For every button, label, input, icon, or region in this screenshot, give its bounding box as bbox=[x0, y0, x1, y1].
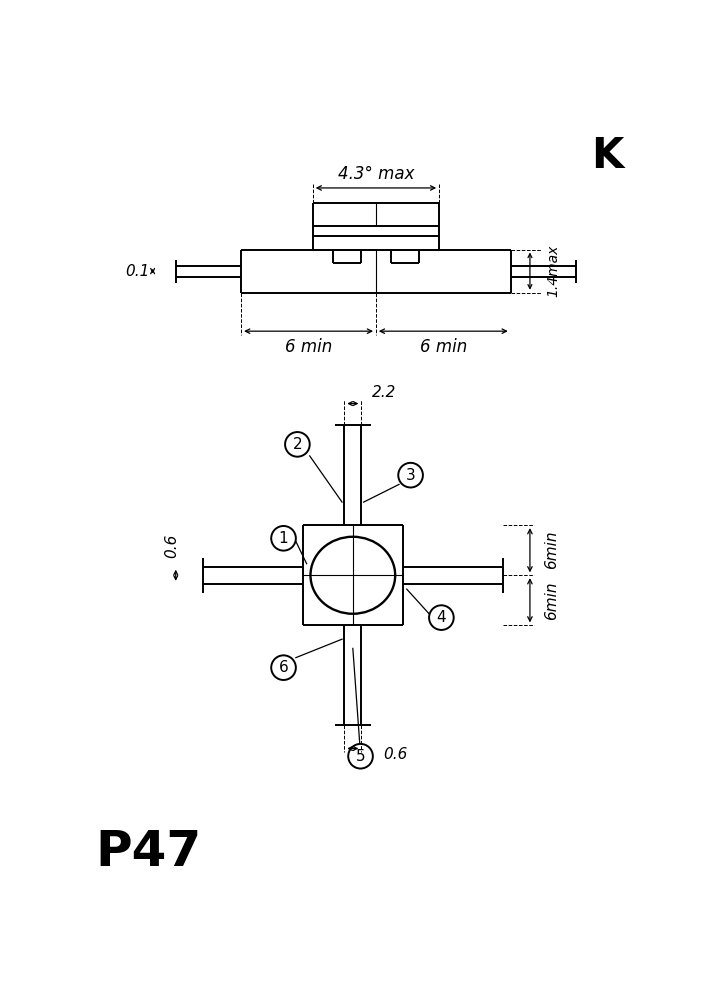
Text: 5: 5 bbox=[356, 749, 366, 764]
Text: 1: 1 bbox=[278, 531, 288, 545]
Text: 3: 3 bbox=[406, 468, 416, 483]
Text: K: K bbox=[590, 135, 623, 176]
Text: 0.1: 0.1 bbox=[125, 264, 149, 278]
Text: 4: 4 bbox=[436, 610, 446, 625]
Text: 6 min: 6 min bbox=[420, 338, 467, 356]
Text: 6: 6 bbox=[278, 660, 288, 675]
Text: 1.4max: 1.4max bbox=[546, 245, 560, 297]
Text: P47: P47 bbox=[96, 829, 202, 877]
Text: 4.3° max: 4.3° max bbox=[338, 165, 414, 183]
Text: 0.6: 0.6 bbox=[383, 747, 408, 762]
Text: 6 min: 6 min bbox=[285, 338, 332, 356]
Text: 2: 2 bbox=[293, 436, 302, 452]
Text: 0.6: 0.6 bbox=[164, 534, 179, 558]
Text: 6min: 6min bbox=[544, 531, 559, 570]
Text: 6min: 6min bbox=[544, 581, 559, 620]
Text: 2.2: 2.2 bbox=[371, 385, 396, 400]
